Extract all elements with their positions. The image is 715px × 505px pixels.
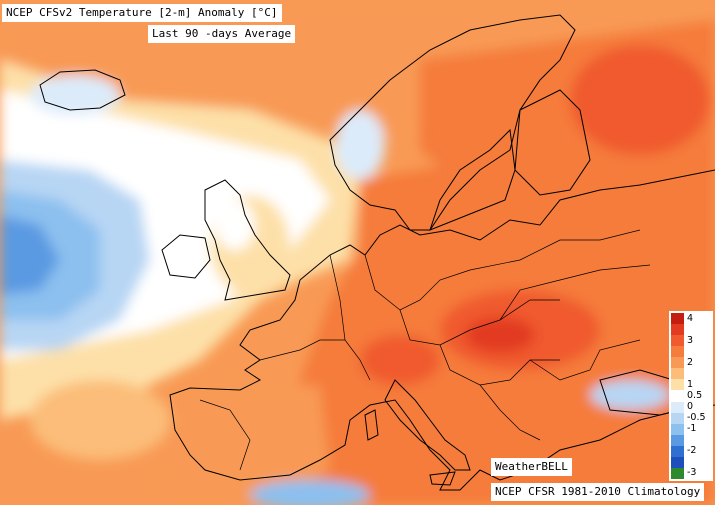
legend-color-step [671,390,684,402]
legend-tick-label: -2 [687,445,697,457]
color-legend: 4 3 2 1 0.5 0 -0.5 -1 -2 -3 [669,311,713,481]
country-borders [199,229,651,471]
map-title: NCEP CFSv2 Temperature [2-m] Anomaly [°C… [2,4,282,22]
legend-tick-label: 0.5 [687,390,703,401]
legend-tick-label: 0 [687,401,694,413]
legend-tick-label: 4 [687,312,694,324]
legend-color-step [671,379,684,391]
legend-color-step [671,412,684,424]
legend-color-step [671,368,684,380]
legend-color-step [671,423,684,435]
credit-label: WeatherBELL [491,458,572,476]
legend-color-step [671,324,684,336]
legend-color-step [671,346,684,358]
legend-color-step [671,357,684,369]
legend-colorbar [671,313,684,479]
map-subtitle: Last 90 -days Average [148,25,296,43]
legend-color-step [671,401,684,413]
legend-color-step [671,335,684,347]
legend-tick-label: 1 [687,378,694,390]
legend-tick-label: 2 [687,356,694,368]
legend-tick-label: -1 [687,423,697,435]
legend-color-step [671,445,684,457]
legend-tick-label: -3 [687,467,697,479]
source-label: NCEP CFSR 1981-2010 Climatology [491,483,705,501]
legend-color-step [671,456,684,468]
legend-tick-label: 3 [687,334,694,346]
legend-color-step [671,467,684,479]
legend-tick-label: -0.5 [687,412,706,424]
legend-color-step [671,313,684,325]
legend-color-step [671,434,684,446]
